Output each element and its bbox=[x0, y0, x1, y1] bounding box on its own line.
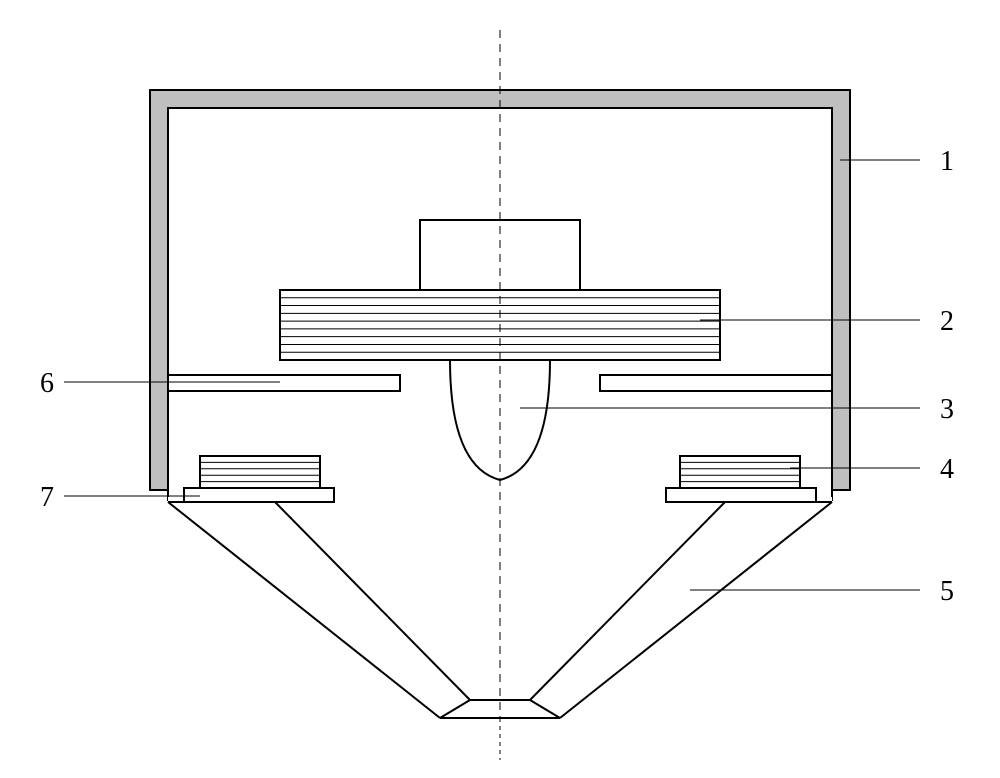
label-3: 3 bbox=[940, 394, 954, 425]
label-6: 6 bbox=[40, 368, 54, 399]
label-7: 7 bbox=[40, 482, 54, 513]
label-1: 1 bbox=[940, 146, 954, 177]
label-2: 2 bbox=[940, 306, 954, 337]
label-4: 4 bbox=[940, 454, 954, 485]
label-5: 5 bbox=[940, 576, 954, 607]
